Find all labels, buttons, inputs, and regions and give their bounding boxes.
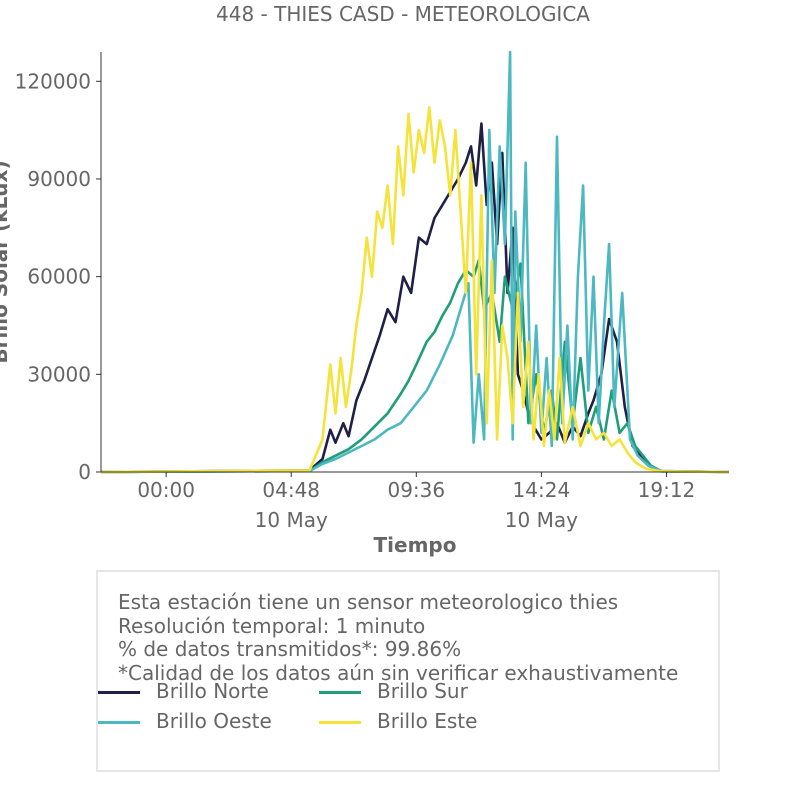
- series-line-brillo-oeste: [100, 50, 730, 474]
- legend-label-norte: Brillo Norte: [156, 679, 269, 703]
- x-tick-label: 19:12: [638, 478, 696, 502]
- y-axis-label: Brillo Solar (kLux): [0, 160, 12, 363]
- x-axis-label: Tiempo: [374, 533, 457, 557]
- info-legend-box: Esta estación tiene un sensor meteorolog…: [96, 570, 720, 772]
- legend-swatch-norte: [98, 691, 140, 694]
- y-axis-label-text: Brillo Solar (kLux): [0, 160, 12, 363]
- x-tick-sublabel: 10 May: [255, 508, 328, 532]
- x-tick-label: 14:24: [513, 478, 571, 502]
- legend-swatch-oeste: [98, 721, 140, 724]
- y-tick-label: 60000: [27, 265, 91, 289]
- info-resolution-text: Resolución temporal: 1 minuto: [118, 614, 426, 638]
- y-tick-label: 0: [78, 460, 91, 484]
- x-tick-sublabel: 10 May: [505, 508, 578, 532]
- legend-swatch-sur: [319, 691, 361, 694]
- x-tick-label: 04:48: [262, 478, 320, 502]
- series-line-brillo-este: [100, 106, 730, 474]
- legend-swatch-este: [319, 721, 361, 724]
- info-transmitted-text: % de datos transmitidos*: 99.86%: [118, 637, 462, 661]
- info-station-text: Esta estación tiene un sensor meteorolog…: [118, 590, 619, 614]
- x-tick-label: 09:36: [387, 478, 445, 502]
- info-quality-note: *Calidad de los datos aún sin verificar …: [118, 661, 679, 685]
- series-line-brillo-sur: [100, 259, 730, 474]
- y-tick-label: 90000: [27, 167, 91, 191]
- series-line-brillo-norte: [100, 122, 730, 474]
- y-tick-label: 30000: [27, 362, 91, 386]
- legend-label-oeste: Brillo Oeste: [156, 709, 272, 733]
- legend-label-sur: Brillo Sur: [377, 679, 468, 703]
- legend-label-este: Brillo Este: [377, 709, 478, 733]
- x-tick-label: 00:00: [137, 478, 195, 502]
- chart-title: 448 - THIES CASD - METEOROLOGICA: [216, 2, 590, 26]
- y-tick-label: 120000: [15, 69, 91, 93]
